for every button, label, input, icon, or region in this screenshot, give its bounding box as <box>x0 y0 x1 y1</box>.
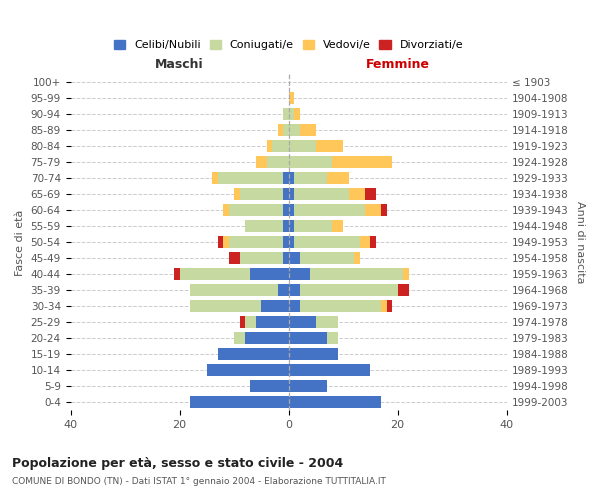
Bar <box>234 332 245 344</box>
Bar <box>250 268 289 280</box>
Bar <box>190 284 278 296</box>
Bar <box>190 396 289 408</box>
Bar <box>289 252 299 264</box>
Bar <box>294 108 299 120</box>
Bar <box>289 316 316 328</box>
Bar <box>299 284 398 296</box>
Y-axis label: Fasce di età: Fasce di età <box>15 209 25 276</box>
Bar <box>349 188 365 200</box>
Bar <box>332 220 343 232</box>
Bar <box>289 300 299 312</box>
Y-axis label: Anni di nascita: Anni di nascita <box>575 201 585 283</box>
Bar <box>289 268 310 280</box>
Text: Popolazione per età, sesso e stato civile - 2004: Popolazione per età, sesso e stato civil… <box>12 458 343 470</box>
Bar <box>283 236 289 248</box>
Bar <box>250 380 289 392</box>
Bar <box>179 268 250 280</box>
Bar <box>403 268 409 280</box>
Bar <box>289 236 294 248</box>
Bar <box>239 316 245 328</box>
Bar <box>370 236 376 248</box>
Bar <box>365 204 382 216</box>
Bar <box>289 204 294 216</box>
Bar <box>299 252 354 264</box>
Bar <box>327 172 349 184</box>
Bar <box>310 268 403 280</box>
Bar <box>289 284 299 296</box>
Bar <box>289 140 316 152</box>
Bar <box>218 172 283 184</box>
Bar <box>283 124 289 136</box>
Bar <box>294 220 332 232</box>
Bar <box>294 172 327 184</box>
Text: Femmine: Femmine <box>365 58 430 71</box>
Bar <box>289 188 294 200</box>
Bar <box>283 172 289 184</box>
Bar <box>190 300 262 312</box>
Bar <box>212 172 218 184</box>
Bar <box>354 252 359 264</box>
Bar <box>359 236 370 248</box>
Bar <box>289 348 338 360</box>
Bar <box>229 236 283 248</box>
Text: COMUNE DI BONDO (TN) - Dati ISTAT 1° gennaio 2004 - Elaborazione TUTTITALIA.IT: COMUNE DI BONDO (TN) - Dati ISTAT 1° gen… <box>12 478 386 486</box>
Bar <box>245 332 289 344</box>
Bar <box>398 284 409 296</box>
Bar <box>289 364 370 376</box>
Bar <box>267 140 272 152</box>
Bar <box>229 204 283 216</box>
Bar <box>283 220 289 232</box>
Bar <box>256 316 289 328</box>
Bar <box>316 316 338 328</box>
Bar <box>387 300 392 312</box>
Legend: Celibi/Nubili, Coniugati/e, Vedovi/e, Divorziati/e: Celibi/Nubili, Coniugati/e, Vedovi/e, Di… <box>111 36 466 54</box>
Bar <box>365 188 376 200</box>
Bar <box>223 204 229 216</box>
Bar <box>239 252 283 264</box>
Bar <box>278 124 283 136</box>
Bar <box>272 140 289 152</box>
Text: Maschi: Maschi <box>155 58 204 71</box>
Bar <box>294 236 359 248</box>
Bar <box>289 172 294 184</box>
Bar <box>245 220 283 232</box>
Bar <box>289 380 327 392</box>
Bar <box>294 204 365 216</box>
Bar <box>207 364 289 376</box>
Bar <box>229 252 239 264</box>
Bar <box>267 156 289 168</box>
Bar <box>299 124 316 136</box>
Bar <box>289 220 294 232</box>
Bar <box>283 108 289 120</box>
Bar <box>289 92 294 104</box>
Bar <box>289 396 382 408</box>
Bar <box>382 300 387 312</box>
Bar <box>256 156 267 168</box>
Bar <box>289 156 332 168</box>
Bar <box>294 188 349 200</box>
Bar <box>289 124 299 136</box>
Bar <box>283 188 289 200</box>
Bar <box>278 284 289 296</box>
Bar <box>174 268 179 280</box>
Bar <box>234 188 239 200</box>
Bar <box>245 316 256 328</box>
Bar <box>289 108 294 120</box>
Bar <box>283 204 289 216</box>
Bar <box>316 140 343 152</box>
Bar <box>223 236 229 248</box>
Bar <box>262 300 289 312</box>
Bar <box>239 188 283 200</box>
Bar <box>218 348 289 360</box>
Bar <box>283 252 289 264</box>
Bar <box>218 236 223 248</box>
Bar <box>382 204 387 216</box>
Bar <box>327 332 338 344</box>
Bar <box>332 156 392 168</box>
Bar <box>299 300 382 312</box>
Bar <box>289 332 327 344</box>
